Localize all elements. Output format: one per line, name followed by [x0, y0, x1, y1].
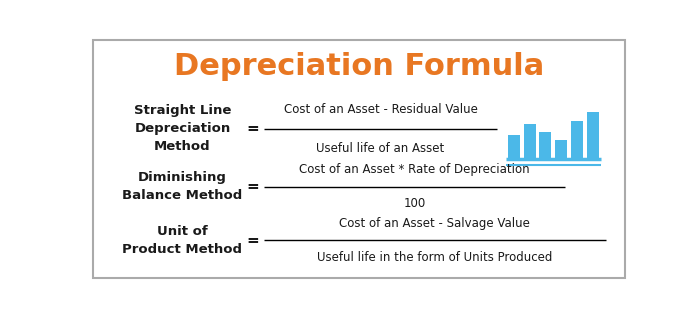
Bar: [571, 121, 583, 159]
Text: Useful life of an Asset: Useful life of an Asset: [316, 142, 444, 155]
Text: 100: 100: [403, 198, 426, 210]
Text: =: =: [246, 233, 259, 248]
Text: Depreciation Formula: Depreciation Formula: [174, 52, 544, 81]
Text: Useful life in the form of Units Produced: Useful life in the form of Units Produce…: [317, 251, 552, 264]
Text: Straight Line
Depreciation
Method: Straight Line Depreciation Method: [134, 104, 231, 153]
Text: =: =: [246, 180, 259, 194]
Text: Cost of an Asset - Salvage Value: Cost of an Asset - Salvage Value: [340, 217, 530, 230]
Text: Cost of an Asset - Residual Value: Cost of an Asset - Residual Value: [284, 103, 477, 116]
Text: Cost of an Asset * Rate of Depreciation: Cost of an Asset * Rate of Depreciation: [299, 163, 530, 176]
Text: =: =: [246, 121, 259, 136]
FancyBboxPatch shape: [93, 40, 624, 278]
Bar: [587, 112, 598, 159]
Text: Unit of
Product Method: Unit of Product Method: [122, 225, 242, 256]
Bar: [508, 135, 520, 159]
Bar: [524, 124, 536, 159]
Bar: [540, 132, 552, 159]
Bar: [555, 140, 567, 159]
Text: Diminishing
Balance Method: Diminishing Balance Method: [122, 171, 243, 203]
